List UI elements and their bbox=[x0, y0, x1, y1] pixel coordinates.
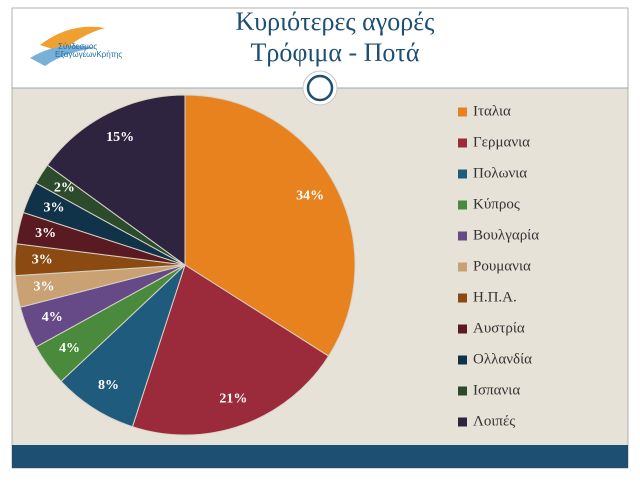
logo: Σύνδεσμος ΕξαγωγέωνΚρήτης bbox=[30, 26, 122, 66]
pie-slice bbox=[184, 94, 356, 357]
logo-text: ΕξαγωγέωνΚρήτης bbox=[55, 50, 122, 59]
legend-swatch bbox=[458, 386, 467, 396]
legend-label: Ρουμανια bbox=[473, 258, 531, 274]
chart-subtitle: Τρόφιμα - Ποτά bbox=[251, 38, 420, 67]
legend-swatch bbox=[458, 231, 467, 241]
legend-label: Γερμανια bbox=[473, 134, 530, 150]
data-label: 4% bbox=[42, 310, 63, 325]
footer-bar bbox=[12, 445, 628, 468]
legend-swatch bbox=[458, 107, 467, 117]
legend-label: Πολωνια bbox=[473, 165, 527, 181]
legend-swatch bbox=[458, 200, 467, 210]
legend-label: Κύπρος bbox=[473, 196, 520, 212]
data-label: 34% bbox=[296, 188, 324, 203]
data-label: 2% bbox=[54, 181, 75, 196]
legend-label: Ιταλια bbox=[473, 103, 511, 119]
data-label: 3% bbox=[33, 280, 54, 295]
legend-label: Ολλανδία bbox=[473, 351, 532, 367]
data-label: 21% bbox=[219, 392, 247, 407]
legend-swatch bbox=[458, 324, 467, 334]
legend-label: Η.Π.Α. bbox=[473, 289, 517, 305]
data-label: 8% bbox=[98, 378, 119, 393]
pie-slice bbox=[131, 264, 330, 436]
logo-text: Σύνδεσμος bbox=[58, 42, 97, 51]
data-label: 3% bbox=[43, 201, 64, 216]
legend-label: Αυστρία bbox=[473, 320, 525, 336]
legend-swatch bbox=[458, 293, 467, 303]
legend-swatch bbox=[458, 262, 467, 272]
logo-shape bbox=[30, 45, 95, 66]
legend-label: Βουλγαρία bbox=[473, 227, 539, 243]
legend-swatch bbox=[458, 417, 467, 427]
data-label: 15% bbox=[106, 130, 134, 145]
ornament-inner bbox=[306, 74, 334, 102]
data-label: 4% bbox=[59, 341, 80, 356]
legend-swatch bbox=[458, 355, 467, 365]
data-label: 3% bbox=[32, 253, 53, 268]
logo-shape bbox=[40, 26, 105, 52]
pie-slice bbox=[46, 94, 186, 266]
chart-title: Κυριότερες αγορές bbox=[236, 7, 436, 36]
data-label: 3% bbox=[35, 226, 56, 241]
legend-label: Λοιπές bbox=[473, 413, 515, 429]
legend-swatch bbox=[458, 138, 467, 148]
legend-swatch bbox=[458, 169, 467, 179]
legend-label: Ισπανια bbox=[473, 382, 520, 398]
